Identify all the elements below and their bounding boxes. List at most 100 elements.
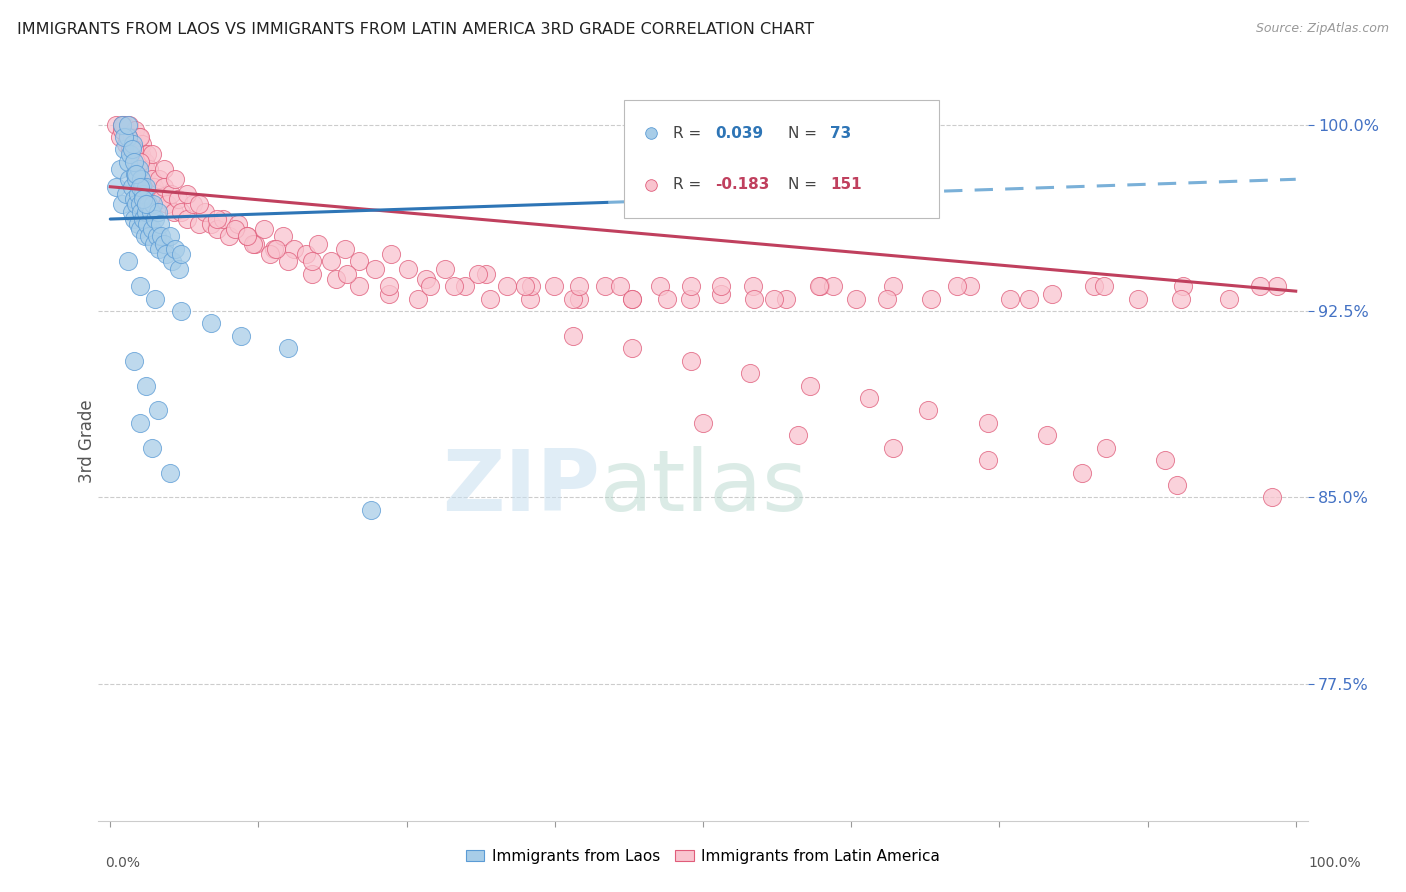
Point: [120, 143, 142, 157]
Point: [194, 204, 217, 219]
Point: [122, 192, 145, 206]
Point: [360, 503, 382, 517]
Text: IMMIGRANTS FROM LAOS VS IMMIGRANTS FROM LATIN AMERICA 3RD GRADE CORRELATION CHAR: IMMIGRANTS FROM LAOS VS IMMIGRANTS FROM …: [17, 22, 814, 37]
Point: [176, 187, 198, 202]
Point: [143, 179, 166, 194]
Point: [132, 192, 155, 206]
Point: [142, 197, 165, 211]
Point: [138, 162, 160, 177]
Point: [149, 217, 172, 231]
Point: [741, 279, 763, 293]
Point: [205, 212, 228, 227]
Point: [710, 286, 733, 301]
Point: [125, 172, 148, 186]
Point: [263, 242, 285, 256]
Point: [1083, 279, 1105, 293]
Point: [224, 222, 246, 236]
Point: [111, 197, 134, 211]
Point: [273, 229, 295, 244]
Point: [325, 271, 347, 285]
Point: [808, 279, 831, 293]
Point: [122, 154, 145, 169]
Point: [170, 247, 193, 261]
Point: [132, 187, 155, 202]
Point: [620, 292, 643, 306]
Point: [129, 147, 152, 161]
Point: [129, 416, 152, 430]
Point: [122, 212, 145, 227]
Point: [159, 229, 181, 244]
Point: [121, 143, 143, 157]
Point: [520, 279, 543, 293]
Point: [136, 217, 159, 231]
Point: [181, 197, 204, 211]
Point: [763, 292, 786, 306]
Text: N =: N =: [787, 178, 821, 193]
Point: [920, 292, 942, 306]
Point: [620, 292, 643, 306]
Point: [235, 229, 257, 244]
Point: [1261, 491, 1284, 505]
Point: [127, 217, 149, 231]
Point: [567, 292, 589, 306]
Point: [129, 222, 152, 236]
Point: [1170, 292, 1192, 306]
Text: atlas: atlas: [600, 445, 808, 529]
Point: [515, 279, 537, 293]
Point: [347, 279, 370, 293]
Point: [121, 204, 143, 219]
Point: [478, 292, 501, 306]
Point: [786, 428, 808, 442]
Point: [118, 172, 141, 186]
Point: [378, 286, 401, 301]
Point: [243, 236, 266, 251]
Point: [620, 341, 643, 355]
Point: [143, 212, 166, 227]
Point: [159, 187, 181, 202]
Point: [205, 222, 228, 236]
Point: [710, 279, 733, 293]
Point: [593, 279, 616, 293]
Legend: Immigrants from Laos, Immigrants from Latin America: Immigrants from Laos, Immigrants from La…: [460, 843, 946, 870]
Point: [124, 167, 146, 181]
Point: [129, 197, 152, 211]
Point: [129, 130, 152, 145]
Point: [347, 254, 370, 268]
Point: [148, 172, 170, 186]
Point: [129, 279, 152, 293]
Point: [124, 122, 146, 136]
Point: [1218, 292, 1240, 306]
Point: [998, 292, 1021, 306]
Point: [111, 118, 134, 132]
Point: [129, 172, 152, 186]
Point: [218, 229, 240, 244]
Point: [129, 179, 152, 194]
Point: [125, 197, 148, 211]
Point: [475, 267, 498, 281]
Point: [125, 167, 148, 181]
Point: [138, 229, 160, 244]
Point: [277, 254, 299, 268]
Point: [657, 292, 679, 306]
Point: [114, 137, 136, 152]
Point: [336, 267, 359, 281]
Point: [148, 242, 170, 256]
Point: [823, 279, 845, 293]
Point: [166, 192, 188, 206]
Point: [135, 378, 157, 392]
Point: [118, 118, 141, 132]
Point: [277, 341, 299, 355]
Point: [264, 242, 287, 256]
Point: [976, 416, 998, 430]
Point: [117, 130, 139, 145]
Text: N =: N =: [787, 126, 821, 141]
Point: [808, 279, 831, 293]
Point: [114, 130, 136, 145]
Point: [121, 179, 143, 194]
Point: [1018, 292, 1040, 306]
Point: [122, 143, 145, 157]
Point: [959, 279, 981, 293]
Point: [212, 212, 235, 227]
Text: 0.0%: 0.0%: [105, 855, 141, 870]
Point: [167, 261, 190, 276]
